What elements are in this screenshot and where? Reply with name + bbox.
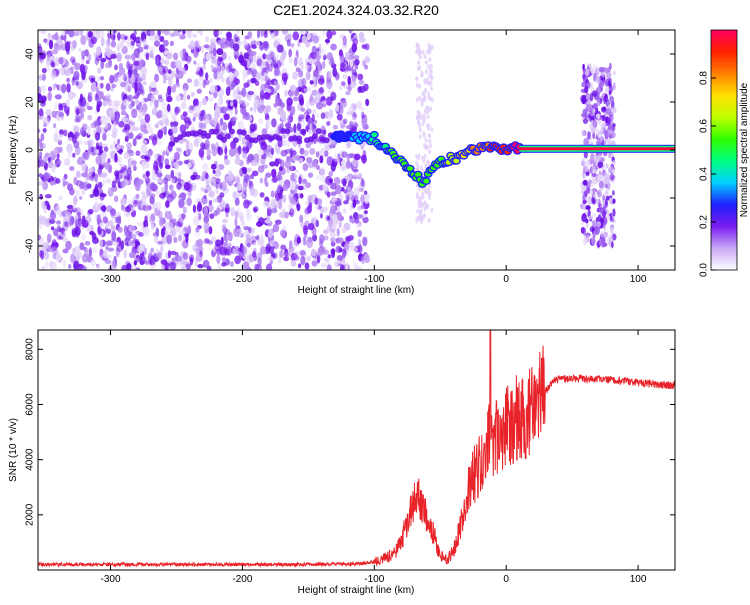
page-title: C2E1.2024.324.03.32.R20 bbox=[273, 2, 439, 18]
spectrogram-y-ticks: -40 -20 0 20 40 bbox=[25, 48, 675, 253]
spectrogram-noise-layer bbox=[38, 30, 617, 270]
colorbar-gradient bbox=[710, 29, 738, 271]
x-tick-label: 100 bbox=[630, 274, 647, 285]
y-tick-label: 0 bbox=[25, 147, 36, 153]
y-tick-label: 2000 bbox=[25, 503, 36, 526]
colorbar-tick-label: 0.2 bbox=[699, 215, 710, 229]
snr-x-label: Height of straight line (km) bbox=[298, 585, 415, 596]
snr-y-label: SNR (10 * v/v) bbox=[8, 418, 19, 482]
y-tick-label: 40 bbox=[25, 48, 36, 60]
y-tick-label: -20 bbox=[25, 190, 36, 205]
colorbar-label: Normalized spectral amplitude bbox=[739, 82, 750, 217]
x-tick-label: -100 bbox=[364, 574, 384, 585]
colorbar: 0.0 0.2 0.4 0.6 0.8 Normalized spectral ampl… bbox=[699, 29, 750, 277]
spectrogram-x-ticks: -300 -200 -100 0 100 bbox=[101, 30, 647, 285]
colorbar-tick-label: 0.4 bbox=[699, 167, 710, 181]
spectrogram-y-label: Frequency (Hz) bbox=[8, 116, 19, 185]
x-tick-label: -100 bbox=[364, 274, 384, 285]
snr-x-ticks: -300 -200 -100 0 100 bbox=[101, 330, 647, 585]
colorbar-tick-label: 0.6 bbox=[699, 119, 710, 133]
snr-frame bbox=[37, 329, 676, 571]
spectrogram-x-label: Height of straight line (km) bbox=[298, 285, 415, 296]
x-tick-label: -300 bbox=[101, 574, 121, 585]
snr-y-ticks: 2000 4000 6000 8000 bbox=[25, 338, 675, 526]
x-tick-label: 0 bbox=[503, 574, 509, 585]
y-tick-label: 20 bbox=[25, 96, 36, 108]
x-tick-label: 100 bbox=[630, 574, 647, 585]
y-tick-label: -40 bbox=[25, 238, 36, 253]
colorbar-ticks: 0.0 0.2 0.4 0.6 0.8 bbox=[699, 71, 716, 277]
x-tick-label: 0 bbox=[503, 274, 509, 285]
colorbar-tick-label: 0.0 bbox=[699, 263, 710, 277]
x-tick-label: -200 bbox=[232, 574, 252, 585]
x-tick-label: -300 bbox=[101, 274, 121, 285]
y-tick-label: 4000 bbox=[25, 448, 36, 471]
snr-background bbox=[38, 330, 675, 570]
y-tick-label: 6000 bbox=[25, 393, 36, 416]
colorbar-tick-label: 0.8 bbox=[699, 71, 710, 85]
snr-panel: -300 -200 -100 0 100 2000 4000 6000 8000 Height… bbox=[8, 329, 676, 596]
spectrogram-signal-layer bbox=[173, 128, 675, 188]
x-tick-label: -200 bbox=[232, 274, 252, 285]
snr-series-line bbox=[38, 330, 675, 569]
y-tick-label: 8000 bbox=[25, 338, 36, 361]
